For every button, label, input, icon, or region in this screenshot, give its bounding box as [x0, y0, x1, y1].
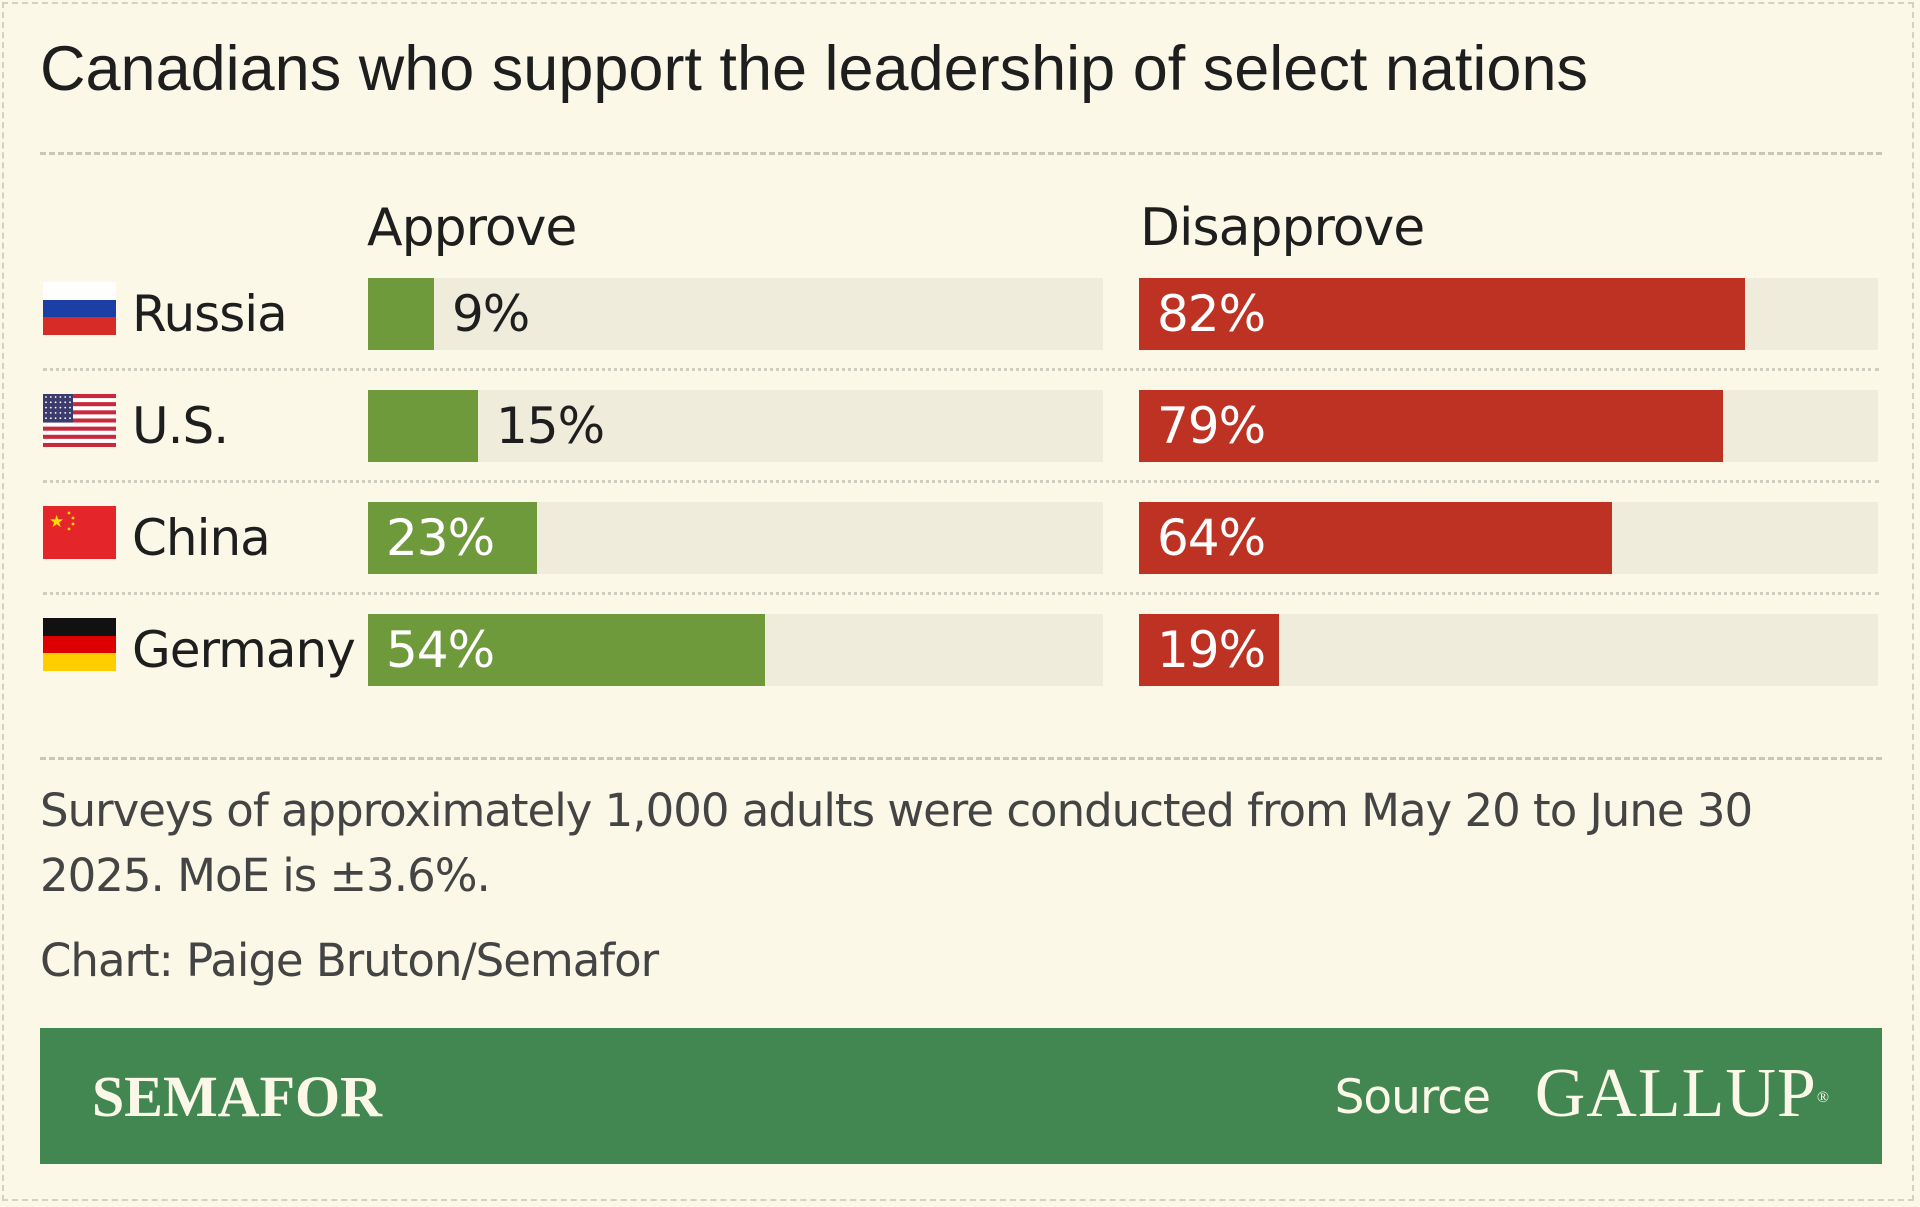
- approve-bar: [368, 390, 478, 462]
- footer-bar: SEMAFOR Source GALLUP®: [40, 1028, 1882, 1164]
- chart-title: Canadians who support the leadership of …: [40, 34, 1588, 104]
- disapprove-bar: [1139, 278, 1745, 350]
- row-separator: [43, 368, 1879, 371]
- approve-bar: [368, 502, 537, 574]
- chart-row-us: U.S. 15% 79%: [0, 390, 1920, 462]
- approve-track: 9%: [368, 278, 1103, 350]
- source-label: Source: [1334, 1070, 1491, 1125]
- source-logo: GALLUP®: [1535, 1054, 1830, 1134]
- category-label: Russia: [132, 285, 288, 343]
- brand-logo: SEMAFOR: [92, 1064, 382, 1129]
- bottom-divider: [40, 757, 1882, 760]
- approve-track: 54%: [368, 614, 1103, 686]
- source-logo-text: GALLUP: [1534, 1055, 1817, 1132]
- top-divider: [40, 152, 1882, 155]
- approve-value-label: 9%: [452, 285, 530, 343]
- disapprove-header: Disapprove: [1140, 198, 1425, 258]
- disapprove-track: 79%: [1139, 390, 1878, 462]
- approve-track: 23%: [368, 502, 1103, 574]
- approve-value-label: 15%: [496, 397, 605, 455]
- disapprove-bar: [1139, 614, 1279, 686]
- approve-header: Approve: [367, 198, 577, 258]
- footnote: Surveys of approximately 1,000 adults we…: [40, 784, 1753, 902]
- disapprove-value-label: 82%: [1157, 285, 1266, 343]
- svg-text:★: ★: [49, 512, 64, 532]
- category-label: U.S.: [132, 397, 229, 455]
- category-label: China: [132, 509, 271, 567]
- approve-track: 15%: [368, 390, 1103, 462]
- approve-bar: [368, 278, 434, 350]
- disapprove-value-label: 19%: [1157, 621, 1266, 679]
- row-separator: [43, 480, 1879, 483]
- china-flag-icon: ★: [43, 506, 116, 559]
- us-flag-icon: [43, 394, 116, 447]
- chart-row-germany: Germany 54% 19%: [0, 614, 1920, 686]
- chart-row-russia: Russia 9% 82%: [0, 278, 1920, 350]
- disapprove-value-label: 64%: [1157, 509, 1266, 567]
- russia-flag-icon: [43, 282, 116, 335]
- disapprove-bar: [1139, 390, 1723, 462]
- approve-bar: [368, 614, 765, 686]
- approve-value-label: 54%: [386, 621, 495, 679]
- disapprove-track: 19%: [1139, 614, 1878, 686]
- disapprove-value-label: 79%: [1157, 397, 1266, 455]
- chart-credit: Chart: Paige Bruton/Semafor: [40, 934, 659, 987]
- row-separator: [43, 592, 1879, 595]
- germany-flag-icon: [43, 618, 116, 671]
- registered-mark-icon: ®: [1816, 1089, 1830, 1106]
- category-label: Germany: [132, 621, 356, 679]
- disapprove-track: 82%: [1139, 278, 1878, 350]
- approve-value-label: 23%: [386, 509, 495, 567]
- disapprove-track: 64%: [1139, 502, 1878, 574]
- chart-row-china: ★ China 23% 64%: [0, 502, 1920, 574]
- disapprove-bar: [1139, 502, 1612, 574]
